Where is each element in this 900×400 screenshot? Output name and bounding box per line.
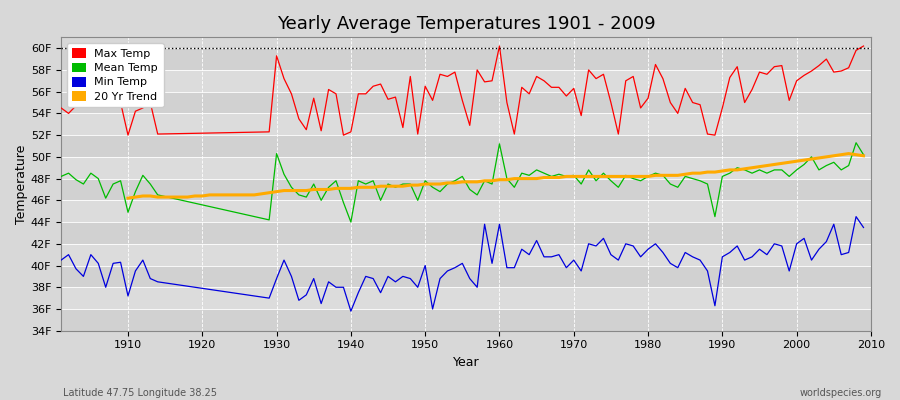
Text: worldspecies.org: worldspecies.org — [800, 388, 882, 398]
X-axis label: Year: Year — [453, 356, 480, 369]
Bar — [61, 135, 871, 157]
Bar — [61, 309, 871, 331]
Bar — [61, 113, 871, 135]
Bar — [61, 244, 871, 266]
Y-axis label: Temperature: Temperature — [15, 144, 28, 224]
Bar — [61, 266, 871, 287]
Bar — [61, 222, 871, 244]
Bar — [61, 92, 871, 113]
Title: Yearly Average Temperatures 1901 - 2009: Yearly Average Temperatures 1901 - 2009 — [276, 15, 655, 33]
Bar — [61, 178, 871, 200]
Legend: Max Temp, Mean Temp, Min Temp, 20 Yr Trend: Max Temp, Mean Temp, Min Temp, 20 Yr Tre… — [67, 43, 164, 107]
Bar — [61, 48, 871, 70]
Bar — [61, 287, 871, 309]
Bar — [61, 200, 871, 222]
Bar — [61, 70, 871, 92]
Text: Latitude 47.75 Longitude 38.25: Latitude 47.75 Longitude 38.25 — [63, 388, 217, 398]
Bar — [61, 157, 871, 178]
